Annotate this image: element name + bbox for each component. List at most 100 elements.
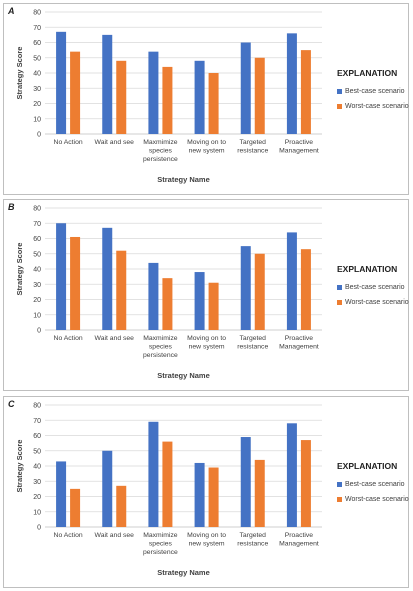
- y-tick-label: 70: [33, 221, 41, 228]
- bar-worst-case: [254, 57, 265, 134]
- y-tick-label: 30: [33, 282, 41, 289]
- y-tick-label: 20: [33, 101, 41, 108]
- legend-item-worst: Worst-case scenario: [337, 299, 409, 306]
- legend-label-worst: Worst-case scenario: [345, 299, 409, 306]
- bar-best-case: [286, 33, 297, 134]
- bar-best-case: [102, 450, 113, 527]
- legend-swatch-best: [337, 482, 342, 487]
- bar-best-case: [240, 437, 251, 527]
- y-tick-label: 50: [33, 251, 41, 258]
- x-tick-label: Wait and see: [95, 139, 135, 146]
- bar-best-case: [286, 423, 297, 527]
- bar-worst-case: [116, 485, 127, 527]
- x-tick-label: Wait and see: [95, 335, 135, 342]
- y-tick-label: 50: [33, 55, 41, 62]
- y-tick-label: 0: [37, 328, 41, 335]
- x-tick-label: Moving on to new system: [187, 532, 226, 548]
- x-tick-label: No Action: [54, 335, 83, 342]
- chart-panel-a: A 0 10 20 30 40 50 60 70 80 No Action Wait and see…: [3, 3, 409, 195]
- bar-best-case: [102, 34, 113, 134]
- x-tick-label: Proactive Management: [279, 139, 319, 155]
- x-tick-label: Moving on to new system: [187, 335, 226, 351]
- bar-worst-case: [208, 73, 219, 134]
- bar-chart-c: 0 10 20 30 40 50 60 70 80 No Action Wait and see Ma…: [15, 403, 322, 577]
- bar-worst-case: [70, 488, 81, 527]
- bar-worst-case: [300, 249, 311, 330]
- x-tick-label: No Action: [54, 532, 83, 539]
- legend-label-best: Best-case scenario: [345, 88, 405, 95]
- y-tick-label: 30: [33, 479, 41, 486]
- bar-worst-case: [162, 278, 173, 330]
- x-tick-label: Moving on to new system: [187, 139, 226, 155]
- bar-worst-case: [254, 253, 265, 330]
- chart-panel-b: B 0 10 20 30 40 50 60 70 80 No Action Wait and see…: [3, 199, 409, 391]
- bar-worst-case: [116, 60, 127, 134]
- legend-item-best: Best-case scenario: [337, 481, 405, 488]
- y-tick-label: 60: [33, 433, 41, 440]
- panel-label: C: [8, 399, 15, 409]
- y-tick-label: 80: [33, 10, 41, 17]
- x-axis-label: Strategy Name: [157, 371, 210, 380]
- x-tick-label: Targeted resistance: [237, 139, 268, 155]
- bar-chart-b: 0 10 20 30 40 50 60 70 80 No Action Wait and see Ma…: [15, 206, 322, 380]
- y-tick-label: 70: [33, 418, 41, 425]
- y-tick-label: 50: [33, 448, 41, 455]
- bar-worst-case: [208, 282, 219, 330]
- y-tick-label: 80: [33, 403, 41, 410]
- x-tick-label: Maxmimize species persistence: [143, 139, 178, 163]
- legend-label-worst: Worst-case scenario: [345, 496, 409, 503]
- legend-item-worst: Worst-case scenario: [337, 103, 409, 110]
- legend-title: EXPLANATION: [337, 264, 398, 274]
- legend-title: EXPLANATION: [337, 68, 398, 78]
- legend-swatch-worst: [337, 300, 342, 305]
- y-tick-label: 40: [33, 464, 41, 471]
- y-tick-label: 60: [33, 40, 41, 47]
- x-tick-label: Proactive Management: [279, 532, 319, 548]
- bar-worst-case: [162, 66, 173, 134]
- legend-swatch-best: [337, 285, 342, 290]
- y-axis-label: Strategy Score: [15, 243, 24, 296]
- y-tick-label: 80: [33, 206, 41, 213]
- y-tick-label: 70: [33, 25, 41, 32]
- y-tick-label: 0: [37, 525, 41, 532]
- x-tick-label: Maxmimize species persistence: [143, 335, 178, 359]
- y-tick-label: 20: [33, 297, 41, 304]
- y-axis-label: Strategy Score: [15, 47, 24, 100]
- bar-best-case: [102, 227, 113, 330]
- bar-worst-case: [208, 467, 219, 527]
- bar-worst-case: [254, 459, 265, 527]
- legend-swatch-best: [337, 89, 342, 94]
- y-tick-label: 10: [33, 509, 41, 516]
- bar-worst-case: [162, 441, 173, 527]
- bar-chart-a: 0 10 20 30 40 50 60 70 80 No Action Wait and see Ma…: [15, 10, 322, 184]
- x-tick-label: Proactive Management: [279, 335, 319, 351]
- bar-worst-case: [300, 50, 311, 134]
- bar-worst-case: [70, 51, 81, 134]
- x-tick-label: No Action: [54, 139, 83, 146]
- bar-worst-case: [300, 440, 311, 527]
- bar-best-case: [148, 262, 159, 330]
- legend-item-worst: Worst-case scenario: [337, 496, 409, 503]
- bar-best-case: [148, 421, 159, 527]
- legend-item-best: Best-case scenario: [337, 284, 405, 291]
- y-axis-label: Strategy Score: [15, 440, 24, 493]
- legend-swatch-worst: [337, 104, 342, 109]
- bar-worst-case: [70, 236, 81, 330]
- panel-label: A: [8, 6, 15, 16]
- x-tick-label: Targeted resistance: [237, 335, 268, 351]
- legend-item-best: Best-case scenario: [337, 88, 405, 95]
- y-tick-label: 60: [33, 236, 41, 243]
- y-tick-label: 40: [33, 267, 41, 274]
- y-tick-label: 30: [33, 86, 41, 93]
- bar-best-case: [148, 51, 159, 134]
- legend-label-worst: Worst-case scenario: [345, 103, 409, 110]
- x-tick-label: Wait and see: [95, 532, 135, 539]
- legend-label-best: Best-case scenario: [345, 481, 405, 488]
- bar-best-case: [194, 60, 205, 134]
- bar-best-case: [56, 461, 67, 527]
- bar-best-case: [56, 223, 67, 330]
- legend-label-best: Best-case scenario: [345, 284, 405, 291]
- bar-best-case: [286, 232, 297, 330]
- panel-label: B: [8, 202, 15, 212]
- legend-swatch-worst: [337, 497, 342, 502]
